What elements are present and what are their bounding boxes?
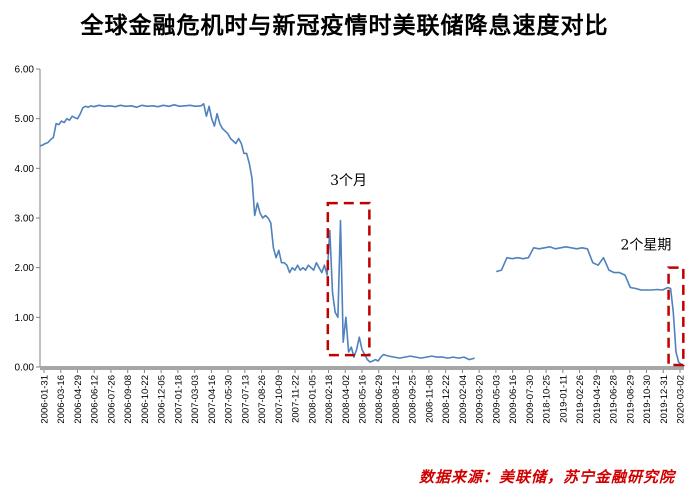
annotation-label-1: 3个月 xyxy=(330,173,367,189)
x-tick-label: 2020-03-02 xyxy=(676,375,687,424)
series-lines xyxy=(39,103,682,366)
x-tick-label: 2008-01-05 xyxy=(307,375,318,424)
highlight-boxes: 3个月 2个星期 xyxy=(326,173,685,367)
chart-title: 全球金融危机时与新冠疫情时美联储降息速度对比 xyxy=(80,13,609,39)
highlight-box-2 xyxy=(667,266,685,367)
x-tick-label: 2006-07-26 xyxy=(106,375,117,424)
x-tick-label: 2019-04-29 xyxy=(592,375,603,424)
y-tick-label: 1.00 xyxy=(15,313,35,324)
x-tick-label: 2019-01-11 xyxy=(558,375,569,423)
x-tick-label: 2006-12-05 xyxy=(157,375,168,424)
y-tick-label: 4.00 xyxy=(15,164,35,175)
series-line-1 xyxy=(39,103,475,363)
y-tick-label: 2.00 xyxy=(15,263,35,274)
x-tick-label: 2018-10-25 xyxy=(542,375,553,424)
x-axis-line xyxy=(40,366,684,370)
x-tick-label: 2006-06-12 xyxy=(90,375,101,424)
y-tick-label: 0.00 xyxy=(15,363,35,374)
x-tick-label: 2008-04-02 xyxy=(341,375,352,424)
x-tick-label: 2019-06-28 xyxy=(609,375,620,424)
x-tick-label: 2007-05-30 xyxy=(224,375,235,424)
x-tick-label: 2008-08-12 xyxy=(391,375,402,424)
x-tick-label: 2019-10-30 xyxy=(642,375,653,424)
x-tick-label: 2007-01-18 xyxy=(173,375,184,424)
x-tick-label: 2019-12-31 xyxy=(659,375,670,424)
x-tick-label: 2009-02-04 xyxy=(458,375,469,424)
x-tick-label: 2006-09-08 xyxy=(123,375,134,424)
x-tick-label: 2009-03-20 xyxy=(475,375,486,424)
x-tick-label: 2008-12-22 xyxy=(441,375,452,424)
highlight-box-1 xyxy=(326,201,371,357)
x-tick-label: 2008-06-29 xyxy=(374,375,385,424)
x-tick-label: 2006-03-16 xyxy=(56,375,67,424)
x-tick-label: 2009-06-16 xyxy=(508,375,519,424)
x-tick-label: 2019-08-29 xyxy=(625,375,636,424)
x-tick-label: 2009-05-03 xyxy=(491,375,502,424)
x-tick-label: 2007-07-13 xyxy=(240,375,251,424)
x-tick-label: 2008-11-08 xyxy=(424,375,435,423)
x-axis: 2006-01-31 2006-03-16 2006-04-29 2006-06-12… xyxy=(40,366,687,424)
y-tick-label: 3.00 xyxy=(15,214,35,225)
x-tick-label: 2007-04-16 xyxy=(207,375,218,424)
x-tick-label: 2006-04-29 xyxy=(73,375,84,424)
x-tick-label: 2008-02-18 xyxy=(324,375,335,424)
y-tick-label: 5.00 xyxy=(15,114,35,125)
annotation-label-2: 2个星期 xyxy=(620,238,671,254)
x-tick-label: 2008-05-16 xyxy=(358,375,369,424)
y-tick-label: 6.00 xyxy=(15,65,35,76)
y-axis: 0.00 1.00 2.00 3.00 4.00 5.00 6.00 xyxy=(15,65,41,374)
x-tick-label: 2008-09-25 xyxy=(408,375,419,424)
x-tick-label: 2007-11-22 xyxy=(291,375,302,423)
x-tick-label: 2019-02-26 xyxy=(575,375,586,424)
x-tick-label: 2006-10-22 xyxy=(140,375,151,424)
series-line-2 xyxy=(495,246,682,366)
x-tick-label: 2009-07-30 xyxy=(525,375,536,424)
x-tick-label: 2007-03-03 xyxy=(190,375,201,424)
x-tick-label: 2006-01-31 xyxy=(40,375,51,424)
x-tick-label: 2007-10-09 xyxy=(274,375,285,424)
x-tick-label: 2007-08-26 xyxy=(257,375,268,424)
data-source: 数据来源：美联储，苏宁金融研究院 xyxy=(418,468,675,486)
